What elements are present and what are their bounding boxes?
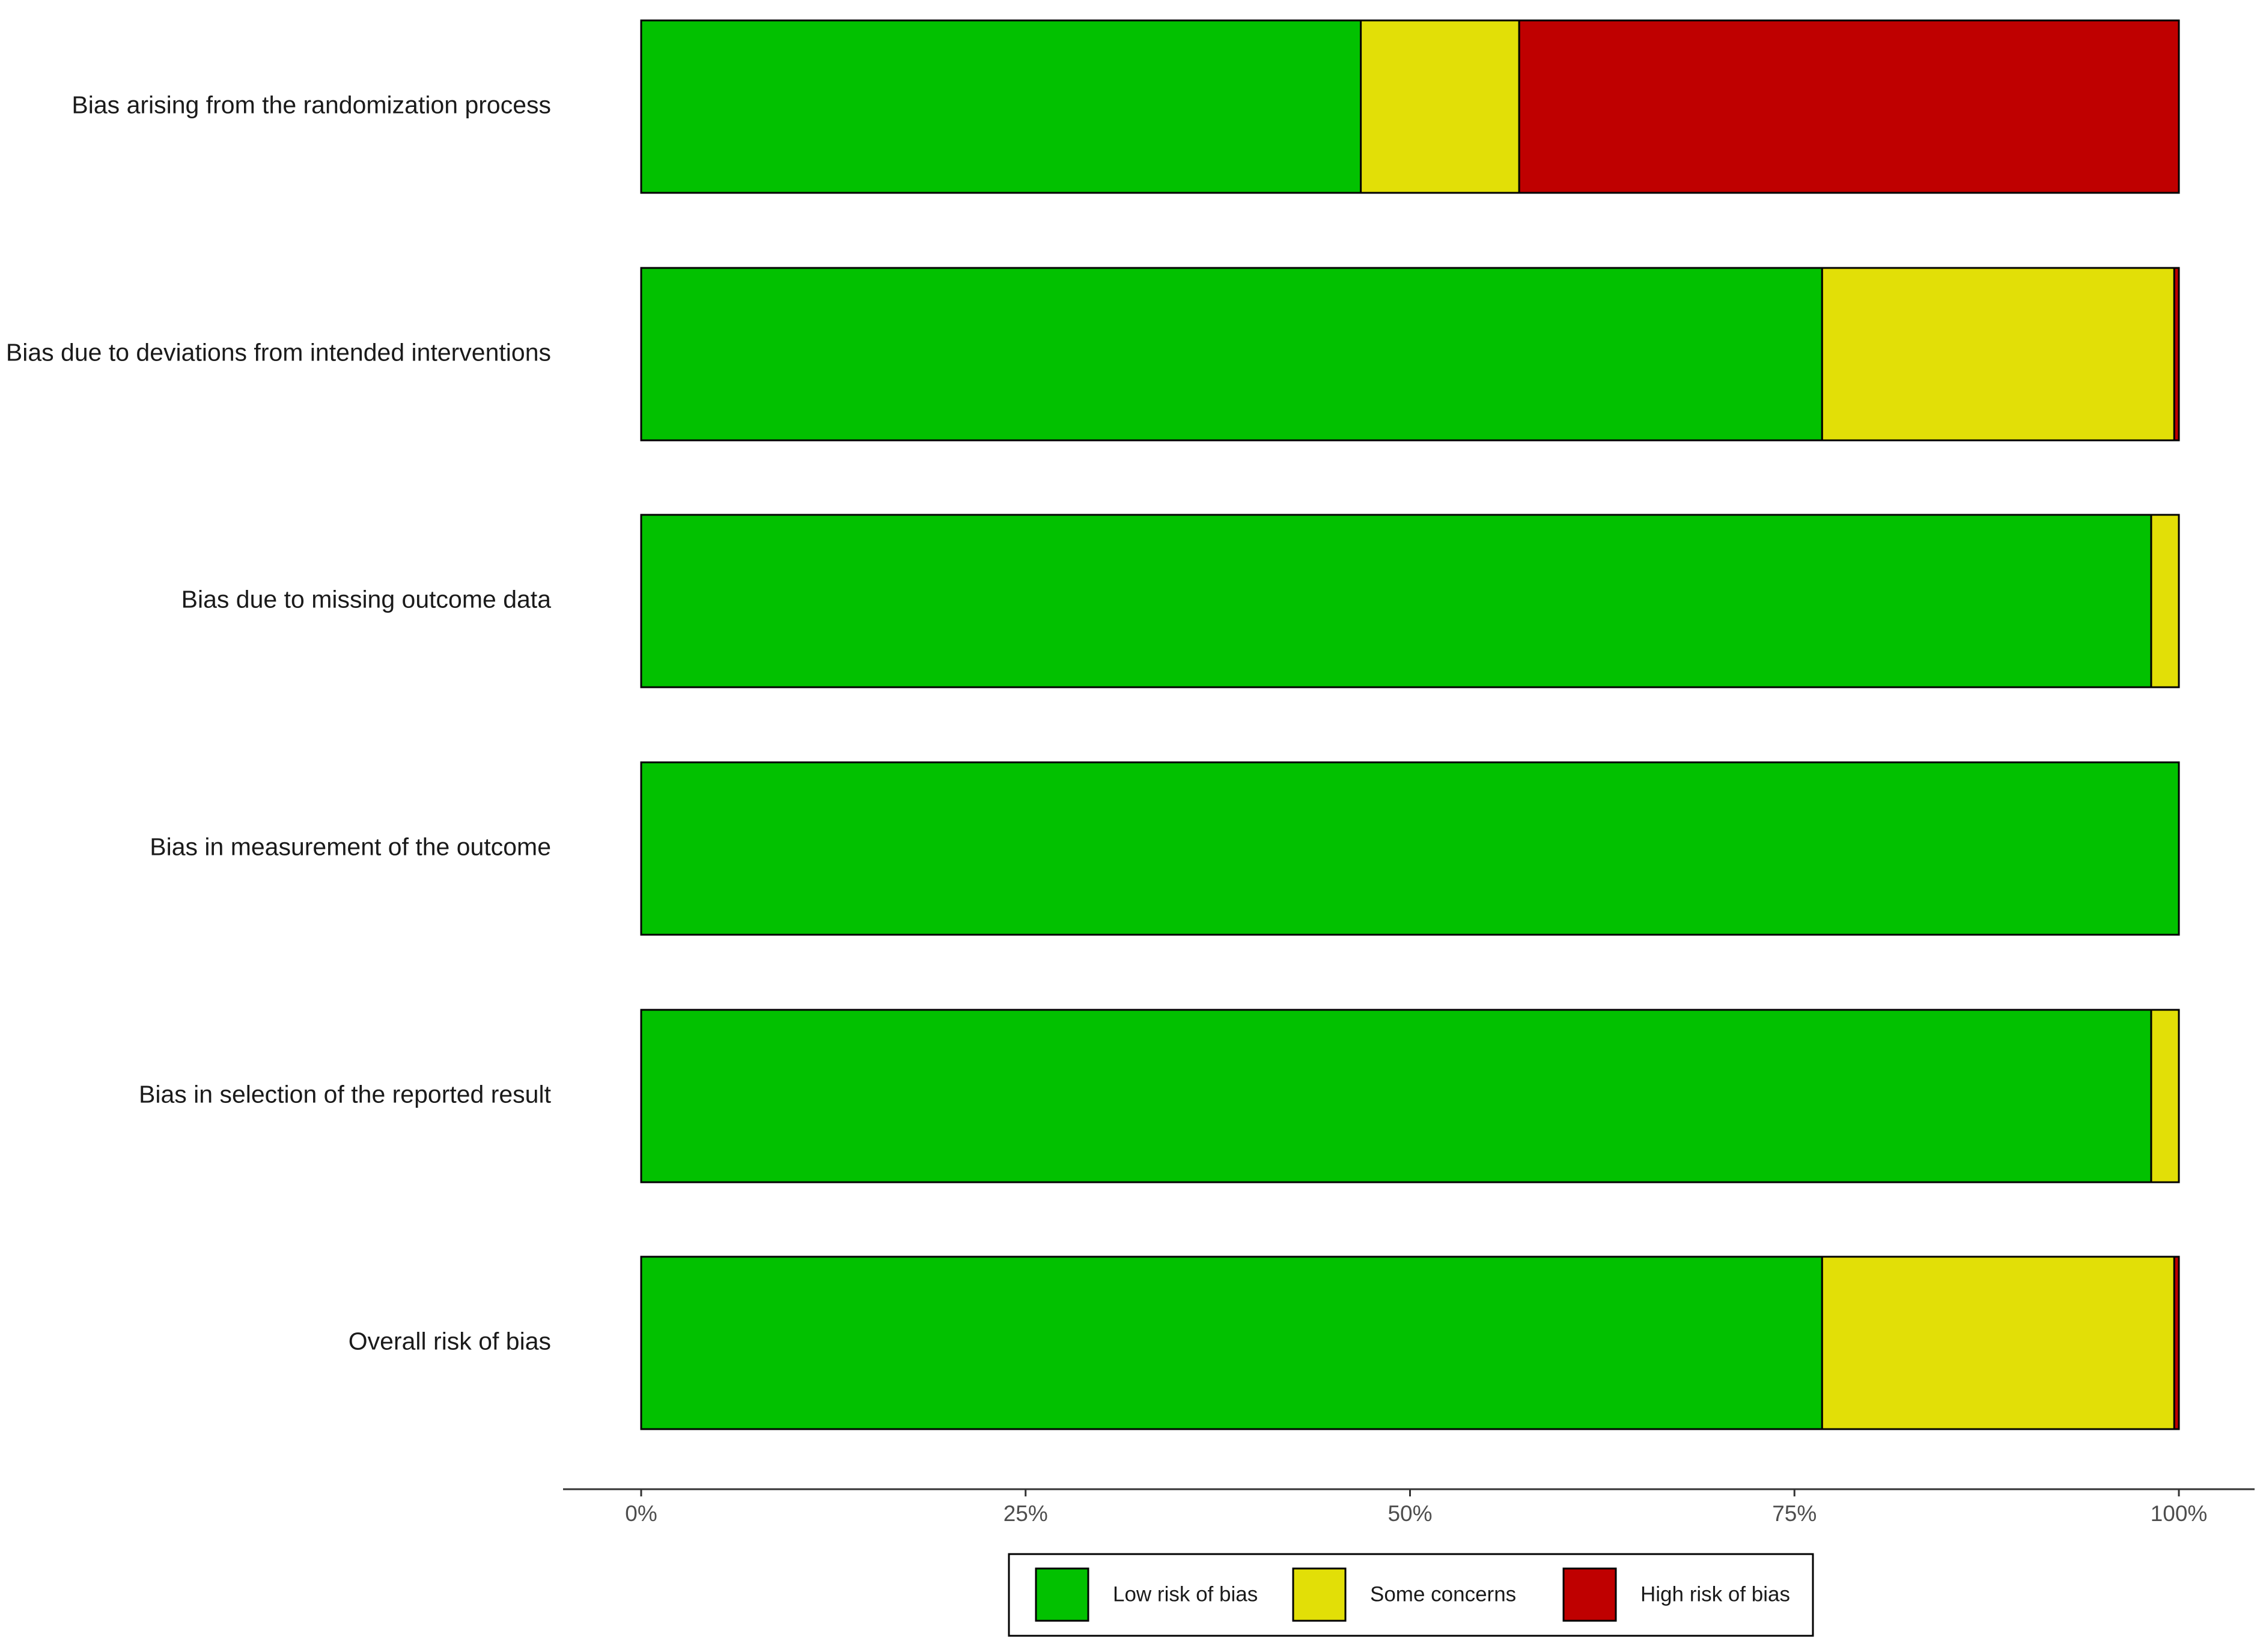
legend-box	[1008, 1553, 1814, 1637]
bar-segment-1-row-5	[640, 1009, 2152, 1183]
bar-segment-2-row-5	[2150, 1009, 2180, 1183]
category-label-5: Bias in selection of the reported result	[139, 1080, 552, 1108]
category-label-4: Bias in measurement of the outcome	[150, 833, 551, 860]
bar-segment-2-row-2	[1821, 267, 2175, 442]
legend-key-3	[1562, 1567, 1617, 1622]
bar-segment-3-row-6	[2173, 1256, 2180, 1430]
legend-label-2: Some concerns	[1370, 1582, 1516, 1606]
bar-segment-2-row-6	[1821, 1256, 2175, 1430]
x-tick-label-2: 25%	[1004, 1501, 1048, 1526]
bar-segment-3-row-1	[1518, 19, 2180, 194]
x-tick-label-4: 75%	[1772, 1501, 1817, 1526]
legend-label-3: High risk of bias	[1640, 1582, 1790, 1606]
bar-segment-2-row-3	[2150, 514, 2180, 688]
x-tick-label-5: 100%	[2151, 1501, 2208, 1526]
bar-segment-1-row-1	[640, 19, 1362, 194]
bar-segment-1-row-4	[640, 761, 2180, 936]
bar-segment-1-row-3	[640, 514, 2152, 688]
category-label-6: Overall risk of bias	[349, 1327, 551, 1355]
bar-segment-1-row-2	[640, 267, 1823, 442]
legend-key-2	[1292, 1567, 1347, 1622]
x-tick-label-1: 0%	[625, 1501, 657, 1526]
legend-key-1	[1035, 1567, 1089, 1622]
category-label-2: Bias due to deviations from intended int…	[6, 338, 551, 366]
bar-segment-1-row-6	[640, 1256, 1823, 1430]
category-label-1: Bias arising from the randomization proc…	[72, 91, 551, 118]
bar-segment-2-row-1	[1360, 19, 1520, 194]
category-label-3: Bias due to missing outcome data	[181, 585, 552, 613]
bar-segment-3-row-2	[2173, 267, 2180, 442]
legend-label-1: Low risk of bias	[1113, 1582, 1258, 1606]
x-tick-label-3: 50%	[1387, 1501, 1432, 1526]
